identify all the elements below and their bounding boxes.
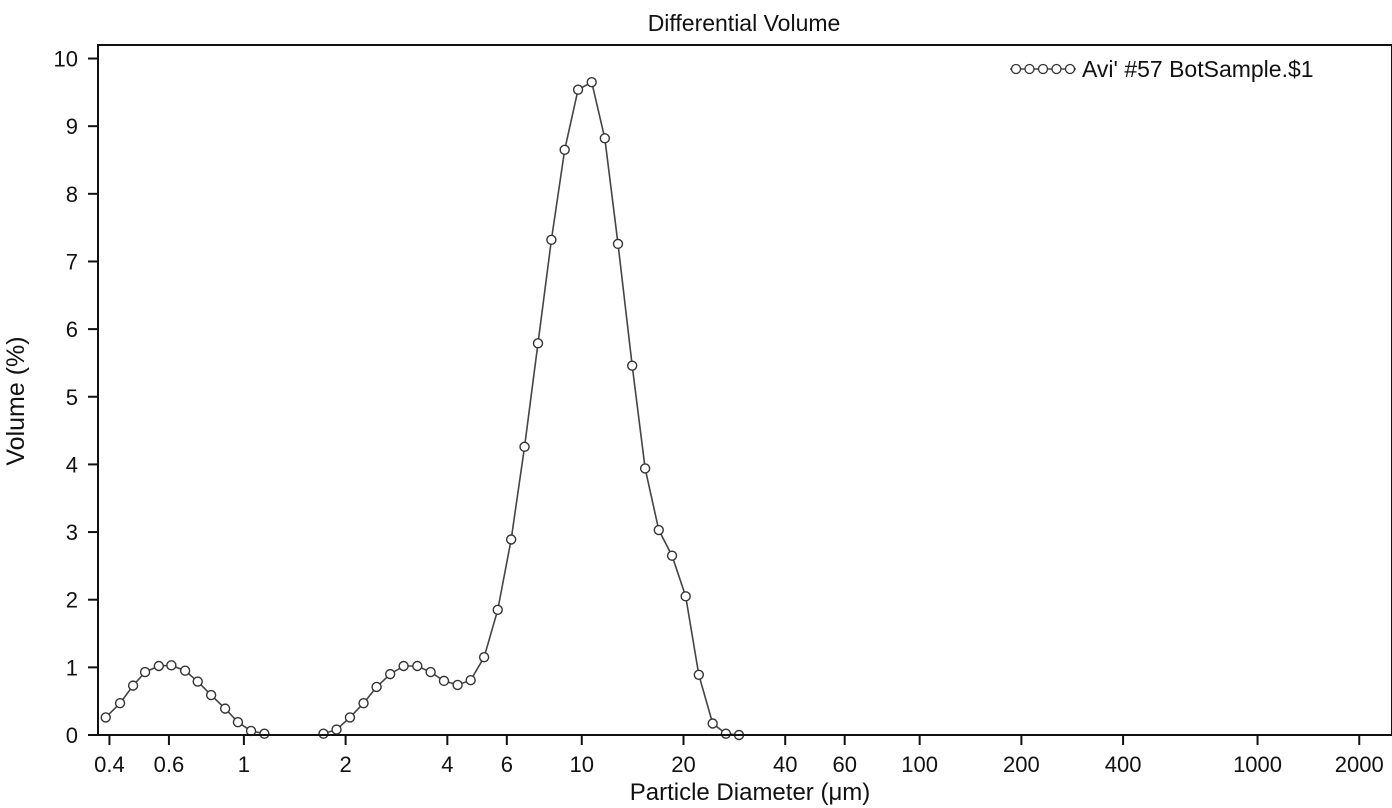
data-point bbox=[546, 234, 557, 246]
data-point bbox=[331, 724, 342, 735]
legend-marker bbox=[1010, 63, 1022, 75]
data-point bbox=[693, 669, 705, 680]
y-tick-label: 6 bbox=[66, 317, 78, 342]
series-line bbox=[323, 81, 740, 736]
x-axis-ticks: 0.4 0.6 1 2 4 6 10 20 40 60 100 200 400 1000 2000 bbox=[94, 735, 1384, 777]
data-point bbox=[720, 728, 732, 739]
data-point bbox=[114, 698, 126, 709]
data-point bbox=[639, 463, 651, 474]
data-point bbox=[259, 728, 270, 739]
chart-title: Differential Volume bbox=[648, 10, 841, 36]
data-point bbox=[384, 668, 396, 680]
data-point bbox=[344, 712, 356, 723]
data-point bbox=[179, 665, 191, 676]
data-point bbox=[358, 698, 369, 709]
x-tick-label: 400 bbox=[1105, 752, 1142, 777]
y-axis-label: Volume (%) bbox=[2, 336, 30, 465]
x-tick-label: 0.6 bbox=[154, 752, 185, 777]
data-point bbox=[666, 550, 678, 561]
data-point bbox=[166, 660, 177, 671]
data-point bbox=[680, 591, 691, 602]
data-point bbox=[452, 679, 463, 691]
x-tick-label: 10 bbox=[570, 752, 594, 777]
data-point bbox=[559, 144, 570, 156]
legend-marker bbox=[1024, 63, 1035, 75]
data-point bbox=[505, 534, 517, 545]
data-point bbox=[412, 660, 423, 672]
y-tick-label: 8 bbox=[66, 182, 78, 207]
data-point bbox=[707, 718, 718, 729]
y-tick-label: 3 bbox=[66, 520, 78, 545]
y-tick-label: 9 bbox=[66, 114, 78, 139]
y-tick-label: 2 bbox=[66, 588, 78, 613]
data-point bbox=[519, 441, 530, 453]
data-point bbox=[425, 666, 436, 678]
data-point bbox=[492, 604, 503, 616]
x-tick-label: 40 bbox=[773, 752, 797, 777]
data-point bbox=[398, 660, 409, 672]
series-layer bbox=[100, 77, 745, 741]
x-tick-label: 1000 bbox=[1233, 752, 1282, 777]
legend: Avi' #57 BotSample.$1 bbox=[1010, 56, 1314, 82]
data-point bbox=[219, 703, 231, 714]
x-tick-label: 60 bbox=[832, 752, 856, 777]
data-point bbox=[153, 660, 165, 672]
x-tick-label: 200 bbox=[1003, 752, 1040, 777]
data-point bbox=[438, 675, 450, 687]
data-point bbox=[100, 712, 111, 723]
x-tick-label: 2 bbox=[339, 752, 351, 777]
data-point bbox=[318, 728, 329, 739]
data-point bbox=[371, 681, 382, 693]
data-point bbox=[599, 133, 611, 144]
y-tick-label: 5 bbox=[66, 385, 78, 410]
legend-marker bbox=[1051, 63, 1062, 75]
legend-marker bbox=[1064, 63, 1076, 75]
data-point bbox=[612, 238, 624, 250]
x-tick-label: 1 bbox=[238, 752, 250, 777]
data-point bbox=[205, 689, 217, 701]
y-axis-ticks: 0 1 2 3 4 5 6 7 8 9 10 bbox=[54, 47, 98, 748]
data-point bbox=[572, 84, 584, 95]
x-tick-label: 0.4 bbox=[94, 752, 125, 777]
data-point bbox=[232, 716, 244, 728]
legend-marker bbox=[1037, 63, 1049, 75]
data-point bbox=[465, 675, 476, 686]
x-tick-label: 6 bbox=[501, 752, 513, 777]
y-tick-label: 4 bbox=[66, 452, 78, 477]
data-point bbox=[139, 666, 151, 678]
data-point bbox=[586, 77, 597, 88]
legend-label: Avi' #57 BotSample.$1 bbox=[1082, 56, 1314, 82]
x-tick-label: 2000 bbox=[1335, 752, 1384, 777]
data-point bbox=[192, 676, 203, 687]
data-point bbox=[127, 680, 139, 691]
y-tick-label: 7 bbox=[66, 249, 78, 274]
x-tick-label: 20 bbox=[671, 752, 695, 777]
data-point bbox=[653, 524, 664, 536]
data-point bbox=[478, 652, 490, 663]
x-axis-label: Particle Diameter (μm) bbox=[630, 779, 871, 806]
data-point bbox=[626, 360, 638, 371]
data-point bbox=[532, 338, 544, 349]
x-tick-label: 100 bbox=[901, 752, 938, 777]
plot-frame bbox=[97, 44, 1392, 736]
y-tick-label: 10 bbox=[54, 47, 78, 72]
y-tick-label: 1 bbox=[66, 655, 78, 680]
y-tick-label: 0 bbox=[66, 723, 78, 748]
x-tick-label: 4 bbox=[441, 752, 453, 777]
